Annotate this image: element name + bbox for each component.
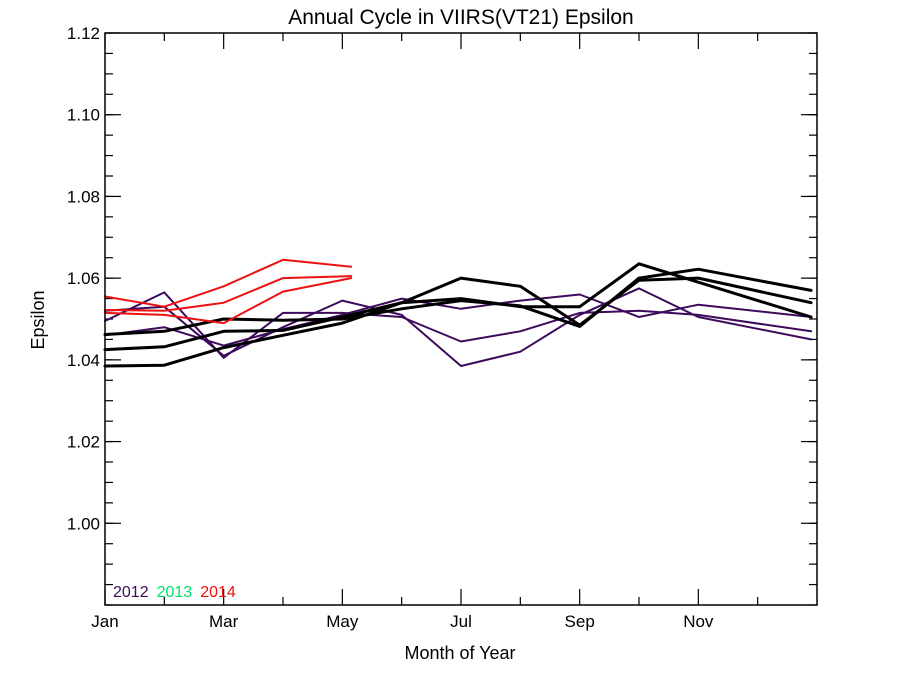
x-tick-label: Sep — [565, 612, 595, 631]
legend-entry: 2012 — [113, 584, 149, 601]
y-tick-label: 1.04 — [67, 351, 100, 370]
y-axis-label: Epsilon — [28, 290, 48, 349]
series-line-4 — [103, 276, 813, 368]
chart-title: Annual Cycle in VIIRS(VT21) Epsilon — [288, 6, 634, 29]
x-tick-label: Jul — [450, 612, 472, 631]
series-line-8 — [104, 275, 353, 312]
x-tick-label: Nov — [683, 612, 714, 631]
x-tick-label: Jan — [91, 612, 118, 631]
x-tick-label: May — [326, 612, 359, 631]
x-axis-label: Month of Year — [404, 643, 515, 663]
series-line-7 — [104, 258, 353, 308]
legend-entry: 2013 — [157, 584, 193, 601]
y-tick-label: 1.06 — [67, 269, 100, 288]
tick-labels: Jan Mar May Jul Sep Nov 1.00 1.02 1.04 1.06 1.08 1.… — [67, 24, 714, 631]
y-tick-label: 1.08 — [67, 187, 100, 206]
y-tick-label: 1.12 — [67, 24, 100, 43]
y-tick-label: 1.00 — [67, 514, 100, 533]
plot-frame — [104, 32, 818, 606]
legend: 2012 2013 2014 — [113, 584, 236, 601]
series-line-2 — [104, 287, 813, 367]
x-tick-label: Mar — [209, 612, 239, 631]
y-tick-label: 1.02 — [67, 433, 100, 452]
series-line-9 — [104, 277, 353, 325]
series-lines — [103, 258, 813, 368]
series-line-5 — [103, 262, 813, 352]
legend-entry: 2014 — [200, 584, 236, 601]
y-tick-label: 1.10 — [67, 106, 100, 125]
